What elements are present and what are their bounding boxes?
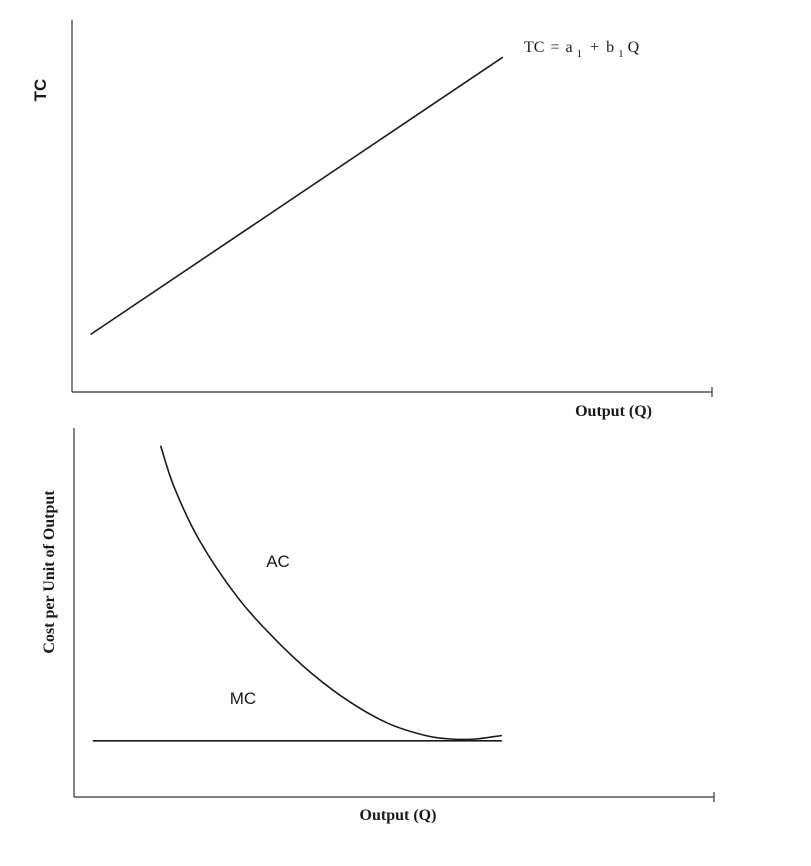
tc-x-axis-label: Output (Q) [575, 403, 652, 420]
tc-y-axis-label: TC [31, 79, 50, 102]
tc-chart: TC Output (Q) TC = a 1 + b 1 Q [31, 20, 713, 420]
tc-equation-a-sub: 1 [577, 48, 583, 60]
tc-equation-b-sub: 1 [618, 48, 624, 60]
ac-curve [159, 445, 503, 741]
ac-curve-label: AC [266, 552, 290, 571]
ac-mc-chart: AC MC Cost per Unit of Output Output (Q) [41, 428, 715, 824]
tc-equation-plus: + [590, 39, 599, 56]
tc-line [90, 56, 504, 336]
mc-line-label: MC [230, 689, 256, 708]
tc-equation-lhs: TC [524, 39, 544, 56]
cost-y-axis-label: Cost per Unit of Output [41, 490, 58, 654]
tc-equation-label: TC = a 1 + b 1 Q [524, 39, 640, 61]
tc-equation-b: b [606, 39, 614, 56]
tc-equation-q: Q [628, 39, 640, 56]
tc-equation-a: a [565, 39, 572, 56]
cost-x-axis-label: Output (Q) [360, 807, 437, 824]
